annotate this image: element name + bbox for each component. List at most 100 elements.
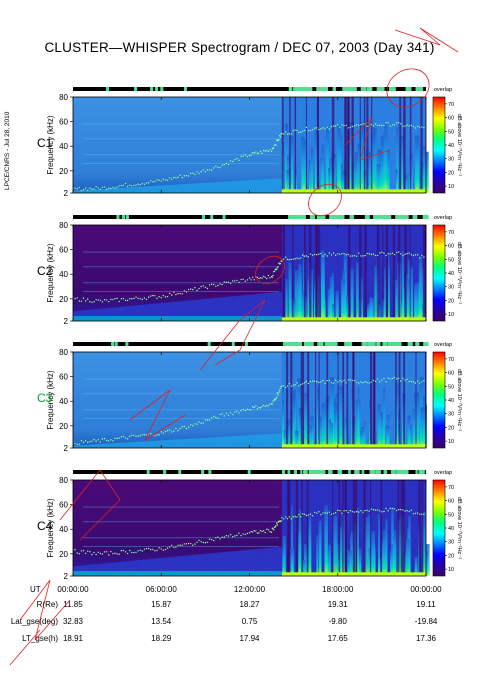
plasma-line-point <box>381 511 383 513</box>
plasma-line-point <box>366 125 368 128</box>
panel-name-c2: C2 <box>37 264 53 278</box>
plasma-line-point <box>301 513 304 515</box>
plasma-line-point <box>343 510 345 512</box>
plasma-line-point <box>358 252 360 254</box>
colorbar-tick-label: 20 <box>448 553 454 559</box>
plasma-line-point <box>360 381 362 383</box>
colorbar-tick-label: 40 <box>448 143 454 149</box>
y-tick-label: 80 <box>59 348 68 357</box>
plasma-line-point <box>267 529 270 531</box>
plasma-line-point <box>376 254 379 256</box>
colorbar-tick-label: 40 <box>448 526 454 532</box>
plasma-line-point <box>402 509 404 511</box>
y-tick-label: 80 <box>59 221 68 230</box>
plasma-line-point <box>397 251 400 253</box>
plasma-line-point <box>395 251 398 254</box>
plasma-line-point <box>269 531 271 533</box>
plasma-line-point <box>353 511 356 513</box>
plasma-line-point <box>351 379 354 382</box>
plasma-line-point <box>286 258 289 261</box>
plasma-line-point <box>219 413 221 416</box>
interference-lines <box>83 506 279 547</box>
plasma-line-point <box>152 181 154 183</box>
plasma-line-point <box>103 551 106 553</box>
plasma-line-point <box>393 508 396 510</box>
plasma-line-point <box>242 155 244 157</box>
plasma-line-point <box>294 258 296 260</box>
orbit-value: -19.84 <box>415 617 438 626</box>
plasma-line-point <box>112 298 114 301</box>
plasma-line-point <box>202 169 204 171</box>
plasma-line-point <box>242 533 244 535</box>
y-tick-label: 40 <box>59 525 68 534</box>
plasma-line-point <box>103 437 106 440</box>
plasma-line-point <box>402 254 404 257</box>
plasma-line-point <box>95 553 97 556</box>
plasma-line-point <box>286 133 289 136</box>
x-tick-label: 18:00:00 <box>322 585 354 594</box>
plasma-line-point <box>353 255 356 257</box>
plasma-line-point <box>93 188 95 190</box>
plasma-line-point <box>221 536 223 539</box>
plasma-line-point <box>404 125 406 127</box>
plasma-line-point <box>87 441 89 444</box>
plasma-line-point <box>370 381 373 383</box>
plasma-line-point <box>89 187 91 189</box>
plasma-line-point <box>277 266 279 268</box>
plasma-line-point <box>298 131 300 134</box>
plasma-line-point <box>206 169 209 171</box>
overlap-label: overlap <box>434 215 452 221</box>
colorbar-tick-label: 60 <box>448 371 454 377</box>
plasma-line-point <box>267 405 270 407</box>
plasma-line-point <box>168 292 171 295</box>
plasma-line-point <box>116 437 118 440</box>
plasma-line-point <box>236 157 238 160</box>
panel-name-c3: C3 <box>37 391 53 405</box>
plasma-line-point <box>362 511 364 513</box>
plasma-line-point <box>131 298 133 300</box>
plasma-line-point <box>256 408 259 410</box>
plasma-line-point <box>215 165 217 168</box>
plasma-line-point <box>179 427 181 430</box>
plasma-line-point <box>358 124 360 127</box>
low-frequency-band <box>73 178 284 193</box>
plasma-line-point <box>389 378 391 380</box>
plasma-line-point <box>387 253 389 255</box>
plasma-line-point <box>175 293 177 296</box>
plasma-line-point <box>150 295 152 297</box>
plasma-line-point <box>368 510 370 512</box>
plasma-line-point <box>408 380 410 383</box>
overlap-label: overlap <box>434 342 452 348</box>
plasma-line-point <box>296 516 298 518</box>
plasma-line-point <box>231 160 234 163</box>
colorbar: 70 60 50 40 30 20 10 dB above 10⁻⁷V²m⁻²Hz⁻¹ <box>432 224 463 322</box>
plasma-line-point <box>137 550 139 552</box>
colorbar-label: dB above 10⁻⁷V²m⁻²Hz⁻¹ <box>456 242 463 304</box>
plasma-line-point <box>223 536 225 538</box>
plasma-line-point <box>171 294 173 296</box>
colorbar-tick-label: 60 <box>448 116 454 122</box>
plasma-line-point <box>370 123 373 126</box>
plasma-line-point <box>278 134 281 137</box>
plasma-line-point <box>400 380 402 382</box>
plasma-line-point <box>261 152 263 154</box>
plasma-line-point <box>213 283 215 286</box>
plasma-line-point <box>154 550 156 552</box>
plasma-line-point <box>276 522 278 524</box>
plasma-line-point <box>355 255 358 257</box>
plasma-line-point <box>74 298 76 300</box>
plasma-line-point <box>194 173 196 176</box>
plasma-line-point <box>210 283 213 286</box>
panel-name-c1: C1 <box>37 136 53 150</box>
plasma-line-point <box>135 184 137 186</box>
plasma-line-point <box>259 529 262 532</box>
plasma-line-point <box>339 126 341 128</box>
plasma-line-point <box>122 435 125 438</box>
colorbar-tick-label: 30 <box>448 540 454 546</box>
plasma-line-point <box>202 285 204 287</box>
plasma-line-point <box>173 430 175 432</box>
plasma-line-point <box>210 417 213 419</box>
plasma-line-point <box>101 301 104 303</box>
plasma-line-point <box>366 381 368 384</box>
plasma-line-point <box>200 540 202 543</box>
